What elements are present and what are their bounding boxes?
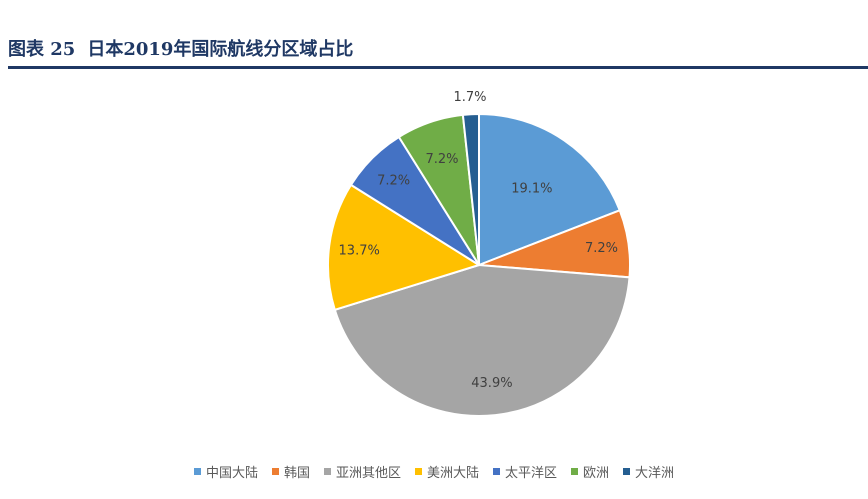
legend-swatch	[414, 468, 422, 475]
legend-swatch	[493, 468, 500, 475]
legend-item-oceania: 大洋洲	[623, 462, 674, 481]
pie-slice-americas	[327, 183, 482, 312]
data-label-oceania: 1.7%	[453, 90, 486, 105]
data-label-china-mainland: 19.1%	[511, 182, 552, 197]
legend-swatch	[623, 468, 631, 475]
data-label-pacific: 7.2%	[377, 174, 410, 189]
legend-label: 韩国	[283, 466, 310, 481]
legend-label: 大洋洲	[635, 466, 675, 481]
chart-legend: 中国大陆 韩国 亚洲其他区 美洲大陆 太平洋区 欧洲 大洋洲	[0, 462, 868, 481]
legend-swatch	[571, 468, 579, 475]
legend-item-europe: 欧洲	[571, 462, 609, 481]
legend-swatch	[193, 468, 201, 475]
pie-slice-oceania	[461, 112, 480, 266]
data-label-other-asia: 43.9%	[471, 376, 512, 391]
legend-item-china-mainland: 中国大陆	[193, 462, 258, 481]
legend-label: 中国大陆	[205, 466, 258, 481]
legend-item-other-asia: 亚洲其他区	[323, 462, 401, 481]
legend-label: 美洲大陆	[426, 466, 479, 481]
legend-item-americas: 美洲大陆	[414, 462, 479, 481]
pie-slice-china-mainland	[478, 112, 622, 267]
legend-item-pacific: 太平洋区	[493, 462, 557, 481]
title-rule	[8, 66, 868, 69]
legend-label: 亚洲其他区	[335, 466, 401, 481]
pie-slice-other-asia	[333, 263, 631, 417]
figure-title-text: 日本2019年国际航线分区域占比	[87, 39, 354, 60]
pie-chart: 19.1% 7.2% 43.9% 13.7% 7.2% 7.2% 1.7%	[327, 90, 631, 417]
data-label-americas: 13.7%	[339, 243, 380, 258]
legend-label: 太平洋区	[505, 466, 558, 481]
legend-swatch	[323, 468, 331, 475]
legend-label: 欧洲	[583, 466, 610, 481]
legend-item-korea: 韩国	[271, 462, 310, 481]
figure-number: 图表 25	[8, 39, 76, 60]
data-label-europe: 7.2%	[425, 152, 458, 167]
legend-swatch	[271, 468, 279, 475]
figure-title: 图表 25 日本2019年国际航线分区域占比	[8, 34, 353, 62]
data-label-korea: 7.2%	[585, 241, 618, 256]
